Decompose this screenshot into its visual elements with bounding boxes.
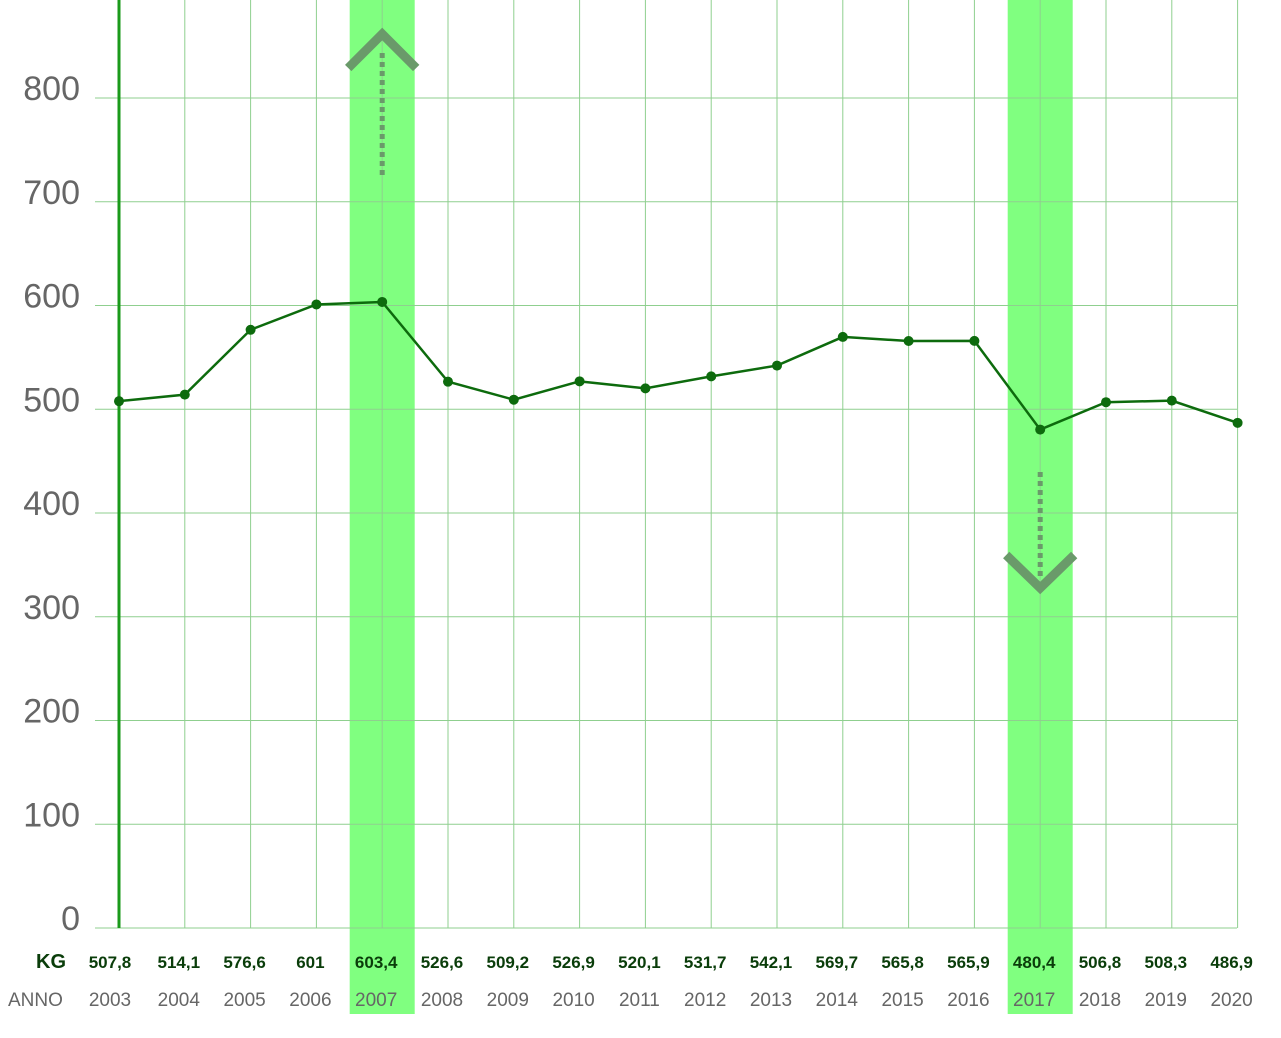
year-label-2011: 2011 bbox=[619, 990, 660, 1011]
y-tick-label-0: 0 bbox=[61, 900, 80, 938]
data-point-2013 bbox=[772, 360, 782, 371]
y-tick-label-800: 800 bbox=[23, 70, 80, 108]
data-point-2005 bbox=[245, 324, 256, 335]
data-point-2016 bbox=[969, 335, 980, 346]
anno-row-label: ANNO bbox=[8, 990, 63, 1011]
data-table: KG ANNO 507,8 2003 514,1 2004 576,6 2005 601 20… bbox=[8, 951, 1253, 1011]
y-tick-label-600: 600 bbox=[23, 278, 80, 316]
kg-value-2005: 576,6 bbox=[223, 953, 266, 972]
year-label-2007: 2007 bbox=[355, 990, 397, 1011]
data-point-2015 bbox=[903, 335, 914, 346]
series-line bbox=[118, 300, 1238, 432]
year-label-2004: 2004 bbox=[158, 990, 201, 1011]
year-label-2008: 2008 bbox=[421, 990, 463, 1011]
year-label-2016: 2016 bbox=[947, 990, 989, 1011]
data-point-2010 bbox=[574, 376, 585, 387]
year-label-2018: 2018 bbox=[1079, 990, 1121, 1011]
y-tick-label-700: 700 bbox=[23, 174, 80, 212]
kg-value-2019: 508,3 bbox=[1145, 953, 1188, 972]
y-tick-label-300: 300 bbox=[23, 589, 80, 627]
data-point-2019 bbox=[1166, 395, 1177, 406]
year-label-2015: 2015 bbox=[881, 990, 923, 1011]
data-point-2007 bbox=[377, 296, 388, 307]
year-label-2010: 2010 bbox=[552, 990, 594, 1011]
year-label-2006: 2006 bbox=[289, 990, 331, 1011]
kg-value-2013: 542,1 bbox=[750, 953, 793, 972]
y-tick-label-100: 100 bbox=[23, 796, 80, 834]
grid-lines bbox=[95, 0, 1239, 929]
down-arrow-head-2017 bbox=[1003, 551, 1078, 595]
data-points bbox=[114, 296, 1243, 435]
kg-row-label: KG bbox=[36, 951, 66, 973]
up-arrow-head-2007 bbox=[345, 27, 420, 72]
kg-value-2008: 526,6 bbox=[421, 953, 464, 972]
data-point-2014 bbox=[837, 331, 848, 342]
data-point-2008 bbox=[443, 376, 453, 387]
kg-value-2014: 569,7 bbox=[816, 953, 859, 972]
series-polyline bbox=[118, 300, 1238, 432]
kg-value-2009: 509,2 bbox=[487, 953, 530, 972]
kg-value-2016: 565,9 bbox=[947, 953, 990, 972]
kg-value-2017: 480,4 bbox=[1013, 953, 1056, 972]
year-label-2020: 2020 bbox=[1210, 990, 1252, 1011]
year-label-2013: 2013 bbox=[750, 990, 792, 1011]
kg-value-2010: 526,9 bbox=[552, 953, 595, 972]
year-label-2014: 2014 bbox=[816, 990, 859, 1011]
kg-value-2007: 603,4 bbox=[355, 953, 398, 972]
data-point-2009 bbox=[508, 394, 519, 405]
y-tick-label-400: 400 bbox=[23, 485, 80, 523]
y-tick-labels: 0 100 200 300 400 500 600 700 800 bbox=[23, 70, 80, 938]
data-point-2020 bbox=[1232, 417, 1243, 428]
year-label-2003: 2003 bbox=[89, 990, 131, 1011]
kg-value-2012: 531,7 bbox=[684, 953, 727, 972]
year-label-2009: 2009 bbox=[487, 990, 529, 1011]
data-point-2006 bbox=[311, 299, 322, 310]
kg-value-2015: 565,8 bbox=[881, 953, 924, 972]
year-label-2005: 2005 bbox=[223, 990, 265, 1011]
year-label-2019: 2019 bbox=[1145, 990, 1187, 1011]
data-point-2011 bbox=[640, 383, 651, 394]
y-tick-label-500: 500 bbox=[23, 381, 80, 419]
kg-value-2006: 601 bbox=[296, 953, 324, 972]
data-point-2003 bbox=[114, 396, 124, 407]
data-point-2018 bbox=[1101, 397, 1111, 408]
data-point-2017 bbox=[1035, 424, 1046, 435]
trend-arrows bbox=[345, 27, 1078, 595]
kg-value-2018: 506,8 bbox=[1079, 953, 1122, 972]
kg-value-2003: 507,8 bbox=[89, 953, 132, 972]
kg-value-2011: 520,1 bbox=[618, 953, 661, 972]
kg-value-2020: 486,9 bbox=[1210, 953, 1253, 972]
kg-value-2004: 514,1 bbox=[158, 953, 201, 972]
year-label-2012: 2012 bbox=[684, 990, 726, 1011]
data-point-2012 bbox=[706, 371, 717, 382]
year-label-2017: 2017 bbox=[1013, 990, 1055, 1011]
data-point-2004 bbox=[179, 389, 190, 400]
y-tick-label-200: 200 bbox=[23, 693, 80, 731]
